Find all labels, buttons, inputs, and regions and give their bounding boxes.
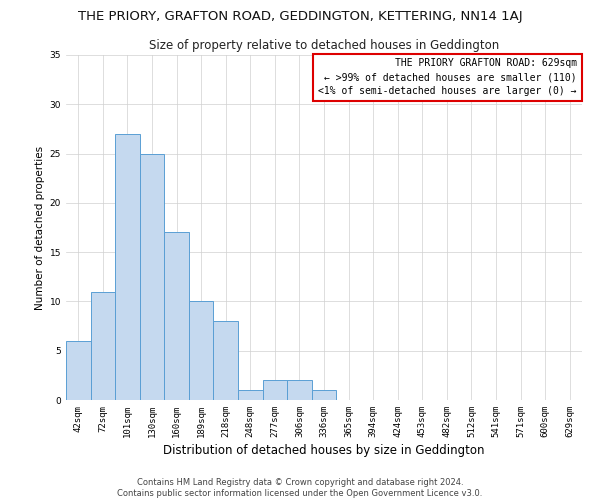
Bar: [91, 292, 115, 400]
Bar: [214, 321, 238, 400]
Y-axis label: Number of detached properties: Number of detached properties: [35, 146, 46, 310]
Title: Size of property relative to detached houses in Geddington: Size of property relative to detached ho…: [149, 40, 499, 52]
Text: Contains HM Land Registry data © Crown copyright and database right 2024.
Contai: Contains HM Land Registry data © Crown c…: [118, 478, 482, 498]
Text: THE PRIORY GRAFTON ROAD: 629sqm
← >99% of detached houses are smaller (110)
<1% : THE PRIORY GRAFTON ROAD: 629sqm ← >99% o…: [319, 58, 577, 96]
X-axis label: Distribution of detached houses by size in Geddington: Distribution of detached houses by size …: [163, 444, 485, 457]
Bar: [189, 302, 214, 400]
Bar: [115, 134, 140, 400]
Bar: [140, 154, 164, 400]
Bar: [66, 341, 91, 400]
Bar: [164, 232, 189, 400]
Bar: [287, 380, 312, 400]
Bar: [238, 390, 263, 400]
Bar: [312, 390, 336, 400]
Text: THE PRIORY, GRAFTON ROAD, GEDDINGTON, KETTERING, NN14 1AJ: THE PRIORY, GRAFTON ROAD, GEDDINGTON, KE…: [77, 10, 523, 23]
Bar: [263, 380, 287, 400]
